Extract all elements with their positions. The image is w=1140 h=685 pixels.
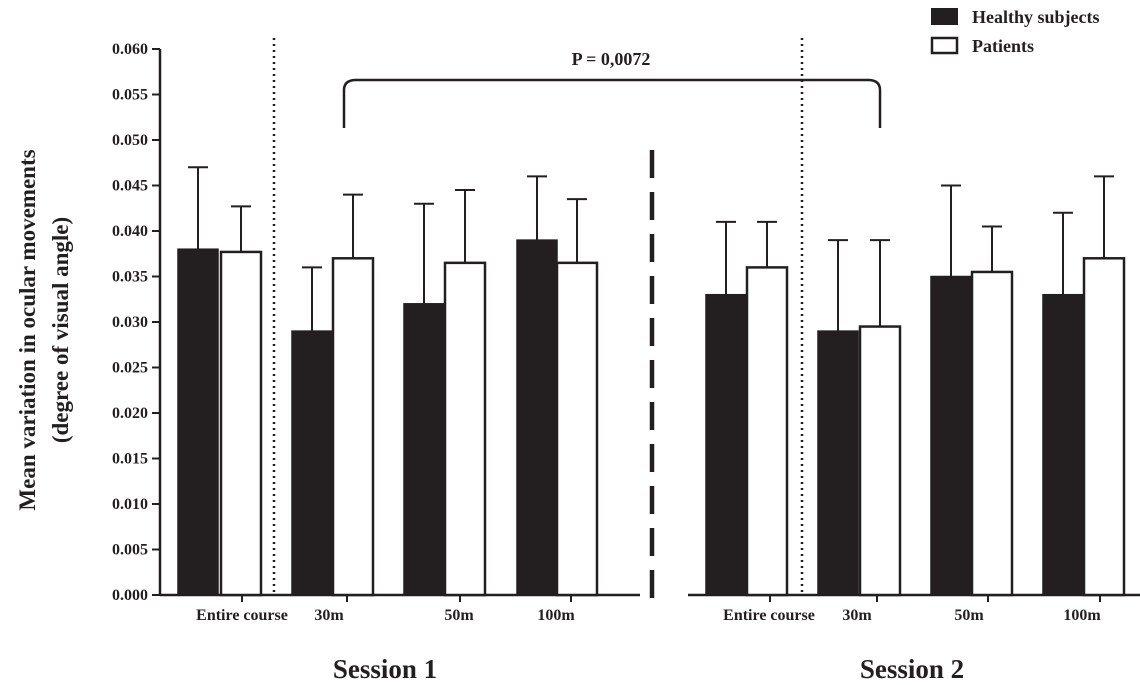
y-axis-label-line2: (degree of visual angle)	[48, 217, 73, 443]
y-tick-label: 0.050	[112, 132, 148, 149]
bar-patients	[970, 270, 1014, 597]
bar-patients	[331, 257, 375, 597]
y-tick-label: 0.060	[112, 41, 148, 58]
legend-swatch-healthy	[931, 8, 958, 25]
p-value-label: P = 0,0072	[572, 49, 651, 69]
category-label: 30m	[842, 607, 872, 624]
legend: Healthy subjects Patients	[930, 7, 1100, 56]
bar-healthy	[516, 239, 558, 596]
category-label: 100m	[1063, 607, 1101, 624]
bar-healthy	[1042, 293, 1084, 596]
category-label: Entire course	[196, 607, 288, 624]
y-tick-label: 0.015	[112, 451, 148, 468]
bar-patients	[745, 266, 789, 597]
y-tick-label: 0.020	[112, 405, 148, 422]
bar-healthy	[177, 248, 219, 596]
bar-healthy	[817, 330, 859, 596]
bar-healthy	[930, 275, 972, 596]
bar-healthy	[403, 303, 445, 596]
category-labels: Entire course 30m 50m 100m Entire course 30m 5…	[196, 607, 1101, 624]
category-label: 100m	[537, 607, 575, 624]
category-label: 30m	[314, 607, 344, 624]
y-tick-label: 0.030	[112, 314, 148, 331]
session-1-label: Session 1	[333, 654, 437, 684]
y-tick-label: 0.055	[112, 87, 148, 104]
dividers	[272, 38, 804, 607]
y-tick-label: 0.035	[112, 269, 148, 286]
y-tick-label: 0.045	[112, 178, 148, 195]
y-tick-label: 0.005	[112, 542, 148, 559]
legend-label-healthy: Healthy subjects	[972, 7, 1100, 27]
bar-patients	[858, 325, 902, 597]
bar-healthy	[705, 293, 747, 596]
bar-patients	[555, 261, 599, 597]
legend-label-patients: Patients	[972, 36, 1034, 56]
bars	[177, 166, 1126, 597]
legend-swatch-patients	[930, 36, 959, 55]
session-2-label: Session 2	[860, 654, 964, 684]
bracket-line	[342, 78, 882, 128]
bar-patients	[443, 261, 487, 597]
bar-healthy	[291, 330, 333, 596]
y-axis-label-line1: Mean variation in ocular movements	[15, 149, 40, 510]
bar-patients	[219, 250, 263, 597]
category-label: 50m	[444, 607, 474, 624]
y-tick-label: 0.010	[112, 496, 148, 513]
category-label: 50m	[954, 607, 984, 624]
y-tick-label: 0.000	[112, 587, 148, 604]
significance-bracket: P = 0,0072	[342, 49, 882, 128]
y-axis-label: Mean variation in ocular movements (degr…	[15, 149, 73, 510]
session-labels: Session 1 Session 2	[333, 654, 964, 684]
bar-patients	[1082, 257, 1126, 597]
category-label: Entire course	[723, 607, 815, 624]
y-tick-label: 0.040	[112, 223, 148, 240]
y-tick-label: 0.025	[112, 360, 148, 377]
